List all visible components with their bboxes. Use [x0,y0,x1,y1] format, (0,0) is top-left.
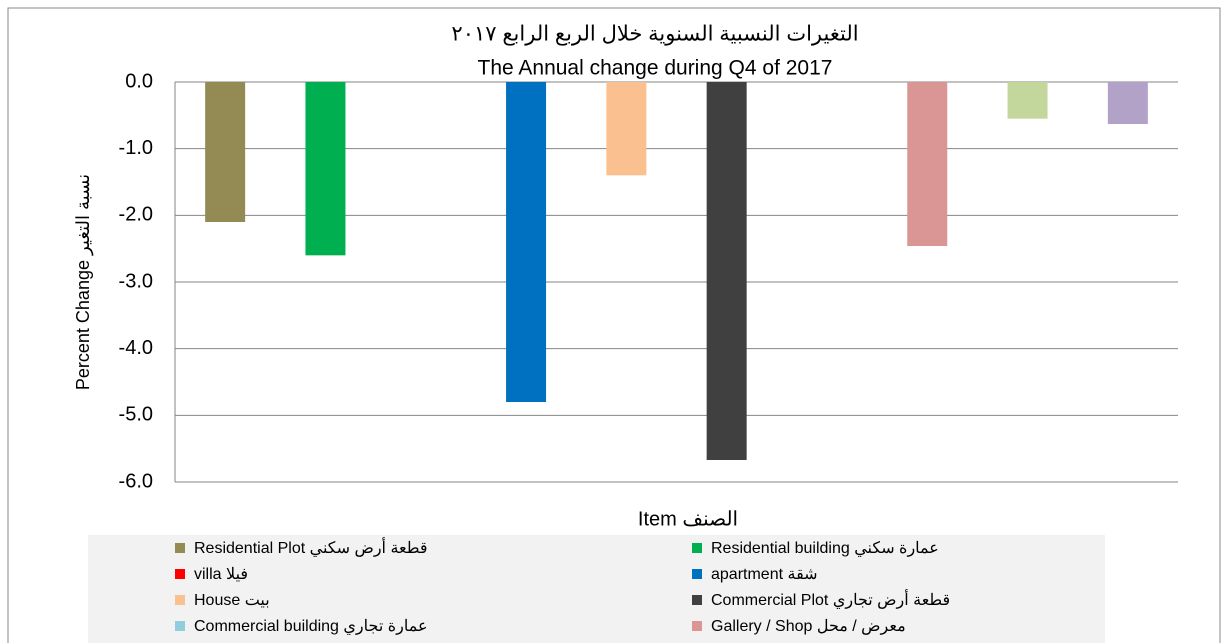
legend-label: apartment شقة [711,566,818,583]
y-tick-label: 0.0 [125,70,153,92]
legend-swatch [692,595,702,605]
chart-subtitle: The Annual change during Q4 of 2017 [478,57,833,80]
y-tick-label: -2.0 [119,204,153,226]
legend-label: Gallery / Shop معرض / محل [711,618,906,635]
y-tick-label: -4.0 [119,337,153,359]
legend-swatch [175,621,185,631]
legend-label: Commercial Plot قطعة أرض تجاري [711,589,950,609]
bar [907,82,948,246]
y-tick-label: -3.0 [119,270,153,292]
legend-label: House بيت [194,592,270,609]
y-tick-label: -5.0 [119,404,153,426]
legend-swatch [692,621,702,631]
bar [506,82,547,402]
y-tick-label: -6.0 [119,470,153,492]
chart-title: التغيرات النسبية السنوية خلال الربع الرا… [451,23,858,47]
legend-box [88,535,1105,643]
bar [706,82,747,460]
legend-swatch [175,569,185,579]
legend-label: Residential Plot قطعة أرض سكني [194,537,428,557]
y-tick-label: -1.0 [119,137,153,159]
legend-swatch [692,569,702,579]
legend-label: villa فيلا [194,566,248,583]
legend-swatch [692,543,702,553]
bar [305,82,346,256]
legend-label: Commercial building عمارة تجاري [194,618,428,635]
legend-swatch [175,595,185,605]
legend-swatch [175,543,185,553]
bar [205,82,246,222]
bar [606,82,647,176]
x-axis-label: Item الصنف [638,508,738,530]
bar [1007,82,1048,119]
legend-label: Residential building عمارة سكني [711,540,939,557]
bar [1107,82,1148,124]
y-axis-label: Percent Change نسبة التغير [73,174,94,390]
